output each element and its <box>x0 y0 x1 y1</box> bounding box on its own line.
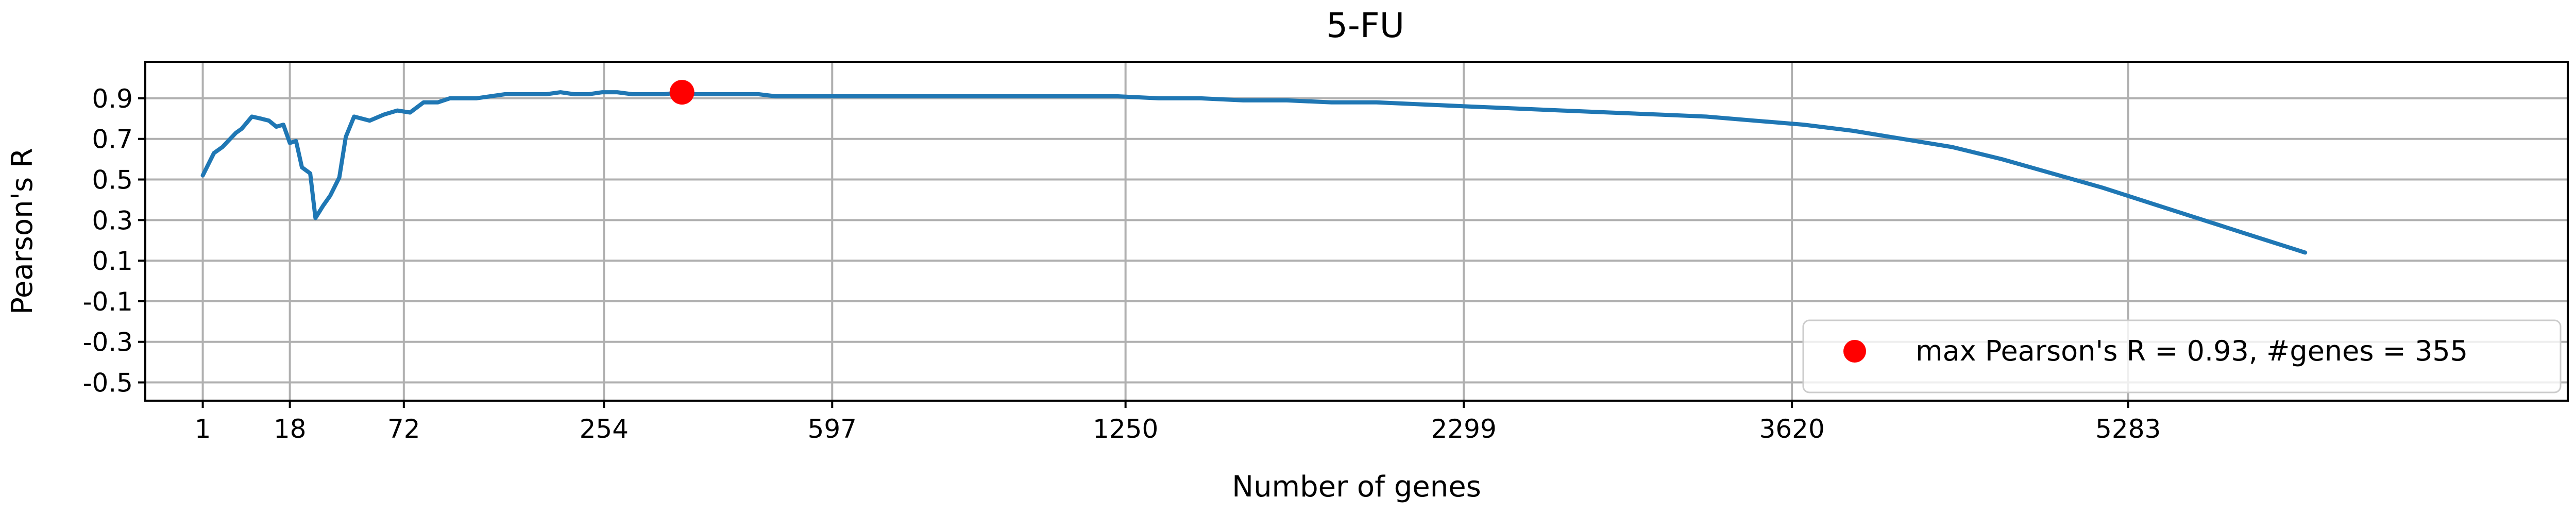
x-tick-label: 1 <box>195 414 211 444</box>
x-tick-label: 1250 <box>1093 414 1158 444</box>
plot-frame <box>144 61 2569 402</box>
legend-marker <box>1843 340 1866 363</box>
max-point-marker <box>669 80 694 105</box>
y-tick-label: -0.1 <box>82 287 133 317</box>
x-axis-label: Number of genes <box>1232 470 1481 504</box>
legend: max Pearson's R = 0.93, #genes = 355 <box>1802 319 2562 393</box>
legend-box <box>1802 319 2562 393</box>
y-ticks: -0.5 -0.3 -0.1 0.1 0.3 0.5 0.7 0.9 <box>82 84 145 398</box>
x-ticks: 1 18 72 254 597 1250 2299 3620 5283 <box>195 401 2161 444</box>
y-tick-label: -0.5 <box>82 368 133 398</box>
y-tick-label: 0.1 <box>92 246 133 276</box>
series-line <box>200 90 2308 255</box>
y-tick-label: 0.3 <box>92 205 133 235</box>
y-tick-label: 0.7 <box>92 125 133 154</box>
legend-label: max Pearson's R = 0.93, #genes = 355 <box>1916 335 2468 367</box>
y-tick-label: 0.9 <box>92 84 133 114</box>
x-tick-label: 18 <box>274 414 307 444</box>
x-tick-label: 254 <box>580 414 629 444</box>
x-tick-label: 597 <box>808 414 857 444</box>
x-tick-label: 72 <box>387 414 420 444</box>
y-axis-label: Pearson's R <box>6 148 39 315</box>
y-tick-label: -0.3 <box>82 328 133 357</box>
y-tick-label: 0.5 <box>92 165 133 195</box>
x-tick-label: 2299 <box>1431 414 1497 444</box>
plot-series <box>200 80 2308 255</box>
chart-title: 5-FU <box>1326 6 1404 45</box>
x-tick-label: 5283 <box>2095 414 2161 444</box>
x-tick-label: 3620 <box>1759 414 1825 444</box>
